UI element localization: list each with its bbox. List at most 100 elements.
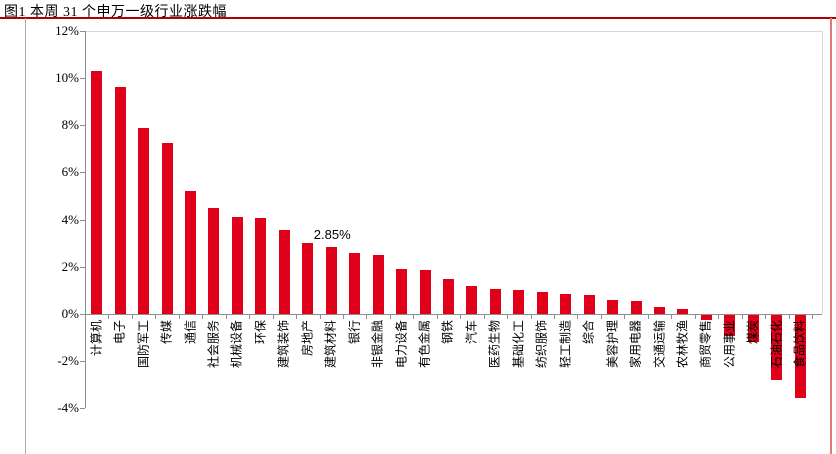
- category-label: 通信: [183, 320, 198, 345]
- bar: [442, 278, 454, 314]
- y-axis-tick: [80, 408, 85, 410]
- category-label: 商贸零售: [698, 320, 713, 369]
- bar: [747, 315, 759, 343]
- plot-area-right-border: [822, 30, 823, 314]
- category-label: 煤炭: [745, 320, 760, 345]
- x-axis-tick: [624, 315, 626, 319]
- y-axis-tick-label: -2%: [57, 353, 79, 369]
- x-axis-tick: [366, 315, 368, 319]
- bar: [536, 291, 548, 314]
- x-axis-tick: [765, 315, 767, 319]
- y-axis-tick: [80, 361, 85, 363]
- category-label: 医药生物: [487, 320, 502, 369]
- x-axis-tick: [577, 315, 579, 319]
- category-label: 有色金属: [417, 320, 432, 369]
- x-axis-tick: [108, 315, 110, 319]
- category-label: 轻工制造: [558, 320, 573, 369]
- y-axis-tick-label: 10%: [55, 70, 79, 85]
- x-axis-tick: [296, 315, 298, 319]
- plot-area-top-border: [85, 30, 822, 32]
- category-label: 石油石化: [769, 320, 784, 369]
- bar: [771, 315, 783, 380]
- category-label: 公用事业: [722, 320, 737, 369]
- y-axis-tick-label: 8%: [61, 117, 79, 133]
- x-axis-tick: [554, 315, 555, 319]
- bar: [349, 252, 361, 314]
- category-label: 钢铁: [440, 320, 455, 345]
- bar: [325, 246, 337, 314]
- y-axis-tick: [80, 172, 85, 174]
- x-axis-tick: [483, 315, 485, 319]
- bar-value-label: 2.85%: [313, 226, 351, 242]
- x-axis-tick: [811, 315, 813, 319]
- bar: [419, 270, 431, 314]
- x-axis-tick: [600, 315, 602, 319]
- x-axis-tick: [202, 315, 204, 319]
- document-left-border: [25, 18, 26, 454]
- bar: [161, 142, 173, 314]
- x-axis: [85, 314, 822, 315]
- bar: [489, 289, 501, 314]
- bar: [466, 285, 478, 314]
- category-label: 国防军工: [136, 320, 151, 369]
- x-axis-tick: [249, 315, 251, 319]
- category-label: 汽车: [464, 320, 479, 345]
- y-axis-tick-label: 4%: [61, 211, 79, 227]
- bar: [278, 230, 290, 314]
- x-axis-tick: [507, 315, 509, 319]
- category-label: 房地产: [300, 320, 315, 357]
- y-axis-tick-label: 12%: [55, 22, 79, 38]
- bar: [91, 70, 103, 314]
- x-axis-tick: [413, 315, 415, 319]
- y-axis-tick: [80, 314, 85, 315]
- x-axis-tick: [671, 315, 673, 319]
- x-axis-tick: [460, 315, 462, 319]
- x-axis-tick: [272, 315, 274, 319]
- category-label: 基础化工: [511, 320, 526, 369]
- x-axis-tick: [530, 315, 532, 319]
- x-axis-tick: [155, 315, 157, 319]
- x-axis-tick: [319, 315, 321, 319]
- bar: [700, 315, 712, 320]
- x-axis-tick: [131, 315, 133, 319]
- bar: [607, 299, 619, 314]
- bar: [255, 218, 267, 314]
- category-label: 家用电器: [628, 320, 643, 369]
- category-label: 交通运输: [652, 320, 667, 369]
- bar: [583, 295, 595, 314]
- y-axis-tick-label: 0%: [61, 306, 79, 321]
- y-axis-tick: [80, 125, 85, 127]
- bar: [114, 87, 126, 314]
- x-axis-tick: [788, 315, 790, 319]
- category-label: 计算机: [89, 320, 104, 357]
- figure-title: 图1 本周 31 个申万一级行业涨跌幅: [4, 5, 227, 20]
- y-axis-tick: [80, 78, 85, 79]
- category-label: 美容护理: [605, 320, 620, 369]
- x-axis-tick: [389, 315, 391, 319]
- y-axis-tick: [80, 30, 85, 32]
- category-label: 农林牧渔: [675, 320, 690, 369]
- category-label: 传媒: [159, 320, 174, 345]
- y-axis-tick-label: -4%: [57, 400, 79, 416]
- y-axis-tick-label: 2%: [61, 258, 79, 274]
- y-axis-tick-label: 6%: [61, 164, 79, 180]
- bar: [138, 127, 150, 314]
- bar: [231, 217, 243, 314]
- category-label: 建筑材料: [323, 320, 338, 369]
- x-axis-tick: [225, 315, 227, 319]
- y-axis-tick: [80, 266, 85, 268]
- category-label: 机械设备: [229, 320, 244, 369]
- category-label: 电力设备: [394, 320, 409, 369]
- x-axis-tick: [741, 315, 743, 319]
- category-label: 电子: [112, 320, 127, 345]
- category-label: 食品饮料: [792, 320, 807, 369]
- bar: [794, 315, 806, 398]
- bar: [654, 306, 666, 314]
- category-label: 纺织服饰: [534, 320, 549, 369]
- category-label: 社会服务: [206, 320, 221, 369]
- x-axis-tick: [85, 315, 86, 319]
- category-label: 建筑装饰: [276, 320, 291, 369]
- bar: [396, 269, 408, 314]
- bar: [513, 290, 525, 314]
